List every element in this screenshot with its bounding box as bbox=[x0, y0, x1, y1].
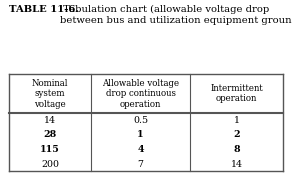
Text: TABLE 11-6.: TABLE 11-6. bbox=[9, 5, 79, 14]
Text: 1: 1 bbox=[234, 116, 239, 125]
Text: Nominal
system
voltage: Nominal system voltage bbox=[32, 79, 68, 109]
Text: 8: 8 bbox=[233, 145, 240, 154]
Text: 115: 115 bbox=[40, 145, 60, 154]
Text: 7: 7 bbox=[138, 160, 143, 169]
Text: Allowable voltage
drop continuous
operation: Allowable voltage drop continuous operat… bbox=[102, 79, 179, 109]
Text: 4: 4 bbox=[137, 145, 144, 154]
Text: Tabulation chart (allowable voltage drop
between bus and utilization equipment g: Tabulation chart (allowable voltage drop… bbox=[60, 5, 292, 25]
Text: Intermittent
operation: Intermittent operation bbox=[210, 84, 263, 103]
Text: 1: 1 bbox=[137, 130, 144, 139]
Text: 14: 14 bbox=[231, 160, 243, 169]
Text: 28: 28 bbox=[43, 130, 57, 139]
Text: 14: 14 bbox=[44, 116, 56, 125]
Text: 0.5: 0.5 bbox=[133, 116, 148, 125]
Text: 200: 200 bbox=[41, 160, 59, 169]
Text: 2: 2 bbox=[233, 130, 240, 139]
